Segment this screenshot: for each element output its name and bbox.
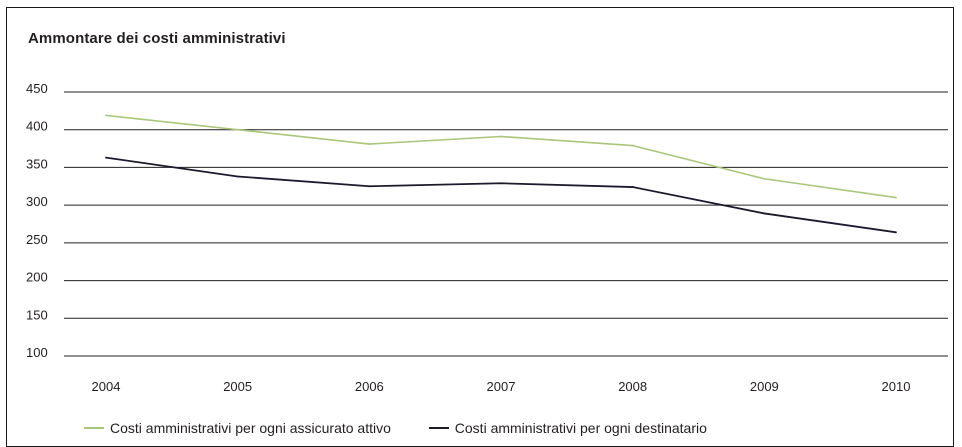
x-tick-label: 2008 <box>618 379 647 394</box>
legend-swatch-green <box>84 427 104 429</box>
data-point <box>500 182 502 185</box>
legend-label-assicurato: Costi amministrativi per ogni assicurato… <box>110 420 391 436</box>
legend-label-destinatario: Costi amministrativi per ogni destinatar… <box>454 420 707 436</box>
data-point <box>763 212 766 215</box>
y-tick-label: 450 <box>26 81 48 96</box>
chart-title: Ammontare dei costi amministrativi <box>28 30 286 47</box>
legend-item-destinatario: Costi amministrativi per ogni destinatar… <box>428 420 707 436</box>
data-point <box>895 196 897 199</box>
data-point <box>631 144 634 147</box>
chart-frame <box>6 7 954 447</box>
data-point <box>763 177 766 180</box>
legend: Costi amministrativi per ogni assicurato… <box>84 416 741 436</box>
series-lines <box>105 114 897 234</box>
x-axis-ticks: 2004 2005 2006 2007 2008 2009 2010 <box>92 379 911 394</box>
data-point <box>236 175 239 178</box>
x-tick-label: 2007 <box>487 379 516 394</box>
legend-item-assicurato: Costi amministrativi per ogni assicurato… <box>84 420 391 436</box>
data-point <box>236 128 239 131</box>
series-line-destinatario <box>105 156 897 234</box>
data-point <box>500 135 502 138</box>
x-tick-label: 2006 <box>355 379 384 394</box>
data-point <box>105 156 107 159</box>
y-tick-label: 200 <box>26 270 48 285</box>
data-point <box>105 114 107 117</box>
gridlines <box>64 91 948 357</box>
legend-swatch-dark <box>428 427 449 429</box>
x-tick-label: 2009 <box>750 379 779 394</box>
data-point <box>631 186 634 188</box>
x-tick-label: 2004 <box>92 379 121 394</box>
y-tick-label: 100 <box>26 345 48 360</box>
y-axis-ticks: 450 400 350 300 250 200 150 100 <box>26 81 48 360</box>
y-tick-label: 250 <box>26 232 48 247</box>
data-point <box>368 185 371 188</box>
y-tick-label: 150 <box>26 307 48 322</box>
y-tick-label: 300 <box>26 194 48 209</box>
x-tick-label: 2010 <box>882 379 911 394</box>
x-tick-label: 2005 <box>223 379 252 394</box>
data-point <box>368 143 371 145</box>
data-point <box>895 231 897 234</box>
y-tick-label: 400 <box>26 119 48 134</box>
y-tick-label: 350 <box>26 156 48 171</box>
series-line-assicurato <box>105 114 897 199</box>
